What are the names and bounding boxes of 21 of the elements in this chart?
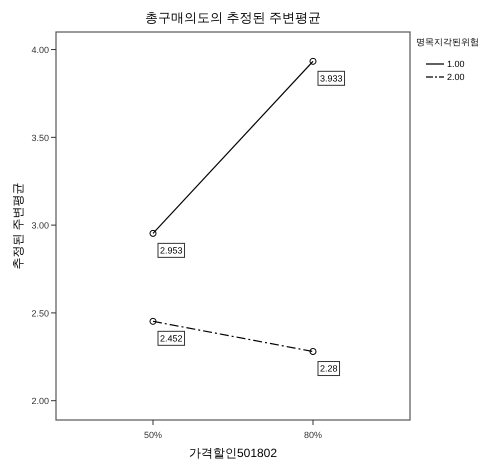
y-tick-label: 3.50 xyxy=(31,132,49,143)
y-tick-label: 3.00 xyxy=(31,220,49,231)
x-axis-title: 가격할인501802 xyxy=(188,446,278,460)
data-label: 2.28 xyxy=(320,364,338,374)
x-tick-label: 50% xyxy=(144,430,162,440)
y-tick-label: 2.00 xyxy=(31,396,49,406)
y-tick-label: 2.50 xyxy=(31,308,49,318)
point xyxy=(150,318,156,325)
point xyxy=(310,348,316,356)
point xyxy=(150,230,156,237)
y-tick-label: 4.00 xyxy=(31,45,49,56)
legend-title: 명목지각된위험 xyxy=(416,37,479,47)
chart-title: 총구매의도의 추정된 주변평균 xyxy=(144,10,322,25)
data-label: 3.933 xyxy=(320,73,343,84)
point xyxy=(310,58,316,65)
legend-label: 1.00 xyxy=(447,59,465,69)
data-label: 2.452 xyxy=(160,333,183,344)
legend-label: 2.00 xyxy=(447,72,465,82)
x-tick-label: 80% xyxy=(304,430,322,440)
y-axis-title: 추정된 주변평균 xyxy=(11,182,25,270)
data-label: 2.953 xyxy=(160,245,183,256)
